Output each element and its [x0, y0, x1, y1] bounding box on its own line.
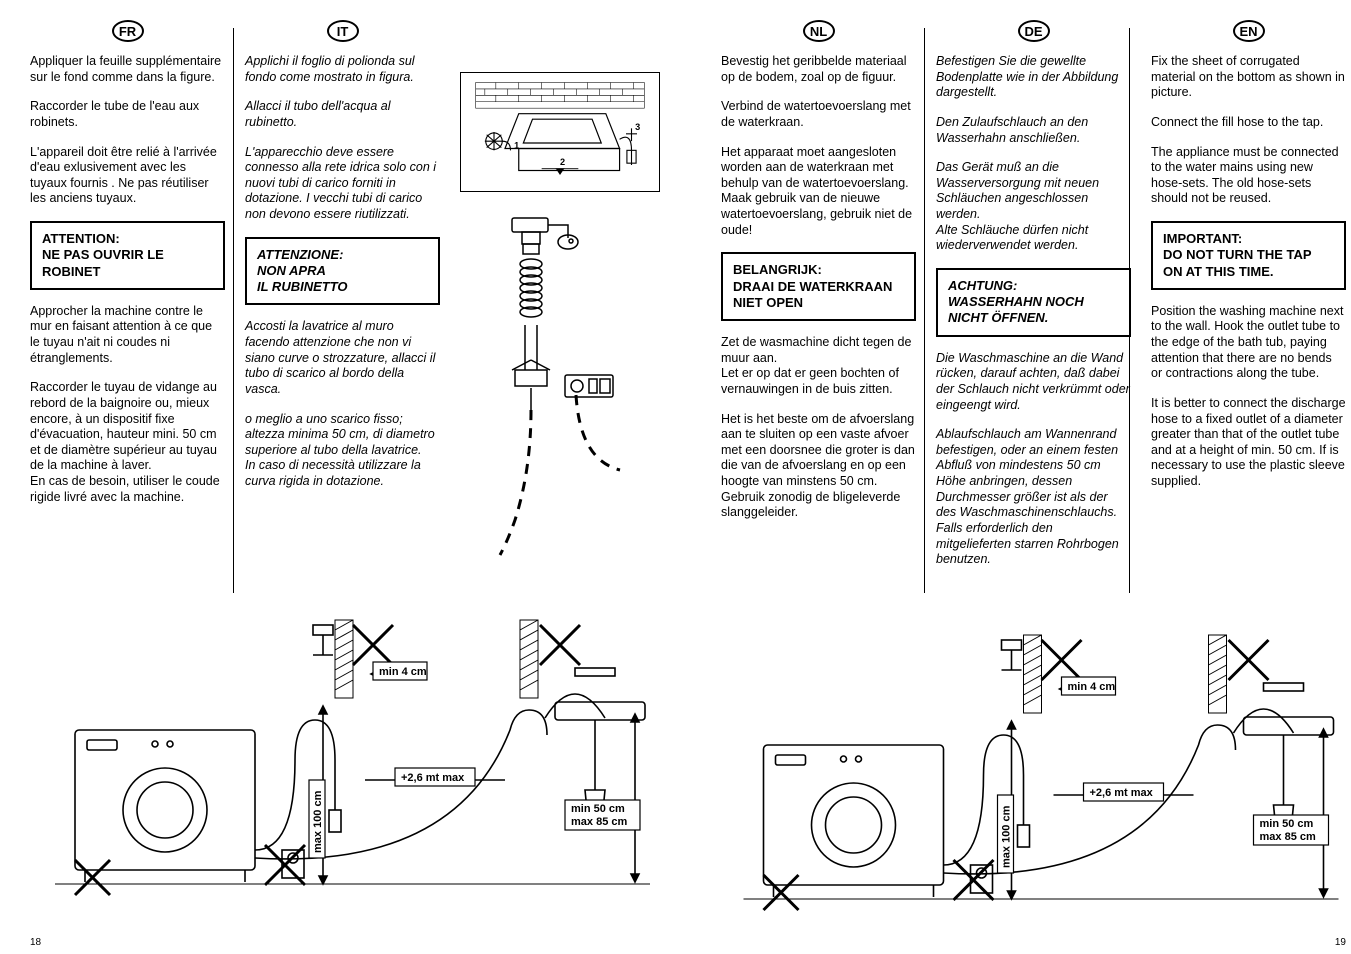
- para: Allacci il tubo dell'acqua al rubinetto.: [245, 99, 440, 130]
- lang-badge-nl: NL: [803, 20, 835, 42]
- plumbing-diagram: min 4 cm max 100 cm +2,6 mt max min 50 c…: [721, 625, 1346, 915]
- illus-label-1: 1: [514, 141, 519, 151]
- dim-min4: min 4 cm: [379, 666, 427, 678]
- illus-label-3: 3: [635, 122, 640, 132]
- para: Accosti la lavatrice al muro facendo att…: [245, 319, 440, 397]
- para: Approcher la machine contre le mur en fa…: [30, 304, 225, 367]
- page-number-18: 18: [30, 937, 41, 948]
- para: Befestigen Sie die gewellte Bodenplatte …: [936, 54, 1131, 101]
- dim-length: +2,6 mt max: [401, 772, 465, 784]
- para: Bevestig het geribbelde materiaal op de …: [721, 54, 916, 85]
- para: Fix the sheet of corrugated material on …: [1151, 54, 1346, 101]
- text-columns-right: NL Bevestig het geribbelde materiaal op …: [721, 20, 1346, 615]
- para: Het apparaat moet aangesloten worden aan…: [721, 145, 916, 239]
- para: Das Gerät muß an die Wasserversorgung mi…: [936, 160, 1131, 254]
- dim-height-2: max 85 cm: [1260, 831, 1316, 843]
- lang-badge-fr: FR: [112, 20, 144, 42]
- para: Applichi il foglio di polionda sul fondo…: [245, 54, 440, 85]
- dim-max100: max 100 cm: [312, 790, 324, 853]
- para: The appliance must be connected to the w…: [1151, 145, 1346, 208]
- para: o meglio a uno scarico fisso; altezza mi…: [245, 412, 440, 490]
- para: Den Zulaufschlauch an den Wasserhahn ans…: [936, 115, 1131, 146]
- para: Ablaufschlauch am Wannenrand befestigen,…: [936, 427, 1131, 568]
- callout-en: IMPORTANT: DO NOT TURN THE TAP ON AT THI…: [1151, 221, 1346, 290]
- col-en: EN Fix the sheet of corrugated material …: [1151, 20, 1346, 615]
- para: Connect the fill hose to the tap.: [1151, 115, 1346, 131]
- para: Het is het beste om de afvoerslang aan t…: [721, 412, 916, 521]
- callout-it: ATTENZIONE: NON APRA IL RUBINETTO: [245, 237, 440, 306]
- col-divider: [924, 28, 925, 593]
- para: Position the washing machine next to the…: [1151, 304, 1346, 382]
- lang-badge-it: IT: [327, 20, 359, 42]
- para: Verbind de watertoevoerslang met de wate…: [721, 99, 916, 130]
- page-19: NL Bevestig het geribbelde materiaal op …: [691, 0, 1351, 954]
- hose-illustration: [460, 210, 660, 570]
- col-de: DE Befestigen Sie die gewellte Bodenplat…: [936, 20, 1131, 615]
- col-it: IT Applichi il foglio di polionda sul fo…: [245, 20, 440, 600]
- callout-nl: BELANGRIJK: DRAAI DE WATERKRAAN NIET OPE…: [721, 252, 916, 321]
- dim-height-1: min 50 cm: [1260, 818, 1314, 830]
- para: Appliquer la feuille supplémentaire sur …: [30, 54, 225, 85]
- para: Zet de wasmachine dicht tegen de muur aa…: [721, 335, 916, 398]
- col-nl: NL Bevestig het geribbelde materiaal op …: [721, 20, 916, 615]
- dim-max100: max 100 cm: [1001, 805, 1013, 868]
- para: Raccorder le tube de l'eau aux robinets.: [30, 99, 225, 130]
- top-installation-illustration: 1 2 3: [460, 72, 660, 192]
- page-18: FR Appliquer la feuille supplémentaire s…: [0, 0, 691, 954]
- plumbing-diagram: min 4 cm max 100 cm +2,6 mt max min 50 c…: [30, 610, 660, 900]
- illus-label-2: 2: [560, 157, 565, 167]
- col-fr: FR Appliquer la feuille supplémentaire s…: [30, 20, 225, 600]
- dim-height-1: min 50 cm: [571, 803, 625, 815]
- col-divider: [233, 28, 234, 593]
- dim-min4: min 4 cm: [1068, 681, 1116, 693]
- lang-badge-de: DE: [1018, 20, 1050, 42]
- dim-height-2: max 85 cm: [571, 816, 627, 828]
- para: Raccorder le tuyau de vidange au rebord …: [30, 380, 225, 505]
- callout-de: ACHTUNG: WASSERHAHN NOCH NICHT ÖFFNEN.: [936, 268, 1131, 337]
- para: It is better to connect the discharge ho…: [1151, 396, 1346, 490]
- illustration-column: 1 2 3: [460, 20, 660, 600]
- para: L'apparecchio deve essere connesso alla …: [245, 145, 440, 223]
- lang-badge-en: EN: [1233, 20, 1265, 42]
- page-number-19: 19: [1335, 937, 1346, 948]
- para: Die Waschmaschine an die Wand rücken, da…: [936, 351, 1131, 414]
- para: L'appareil doit être relié à l'arrivée d…: [30, 145, 225, 208]
- dim-length: +2,6 mt max: [1090, 787, 1154, 799]
- callout-fr: ATTENTION: NE PAS OUVRIR LE ROBINET: [30, 221, 225, 290]
- col-divider: [1129, 28, 1130, 593]
- text-columns-left: FR Appliquer la feuille supplémentaire s…: [30, 20, 660, 600]
